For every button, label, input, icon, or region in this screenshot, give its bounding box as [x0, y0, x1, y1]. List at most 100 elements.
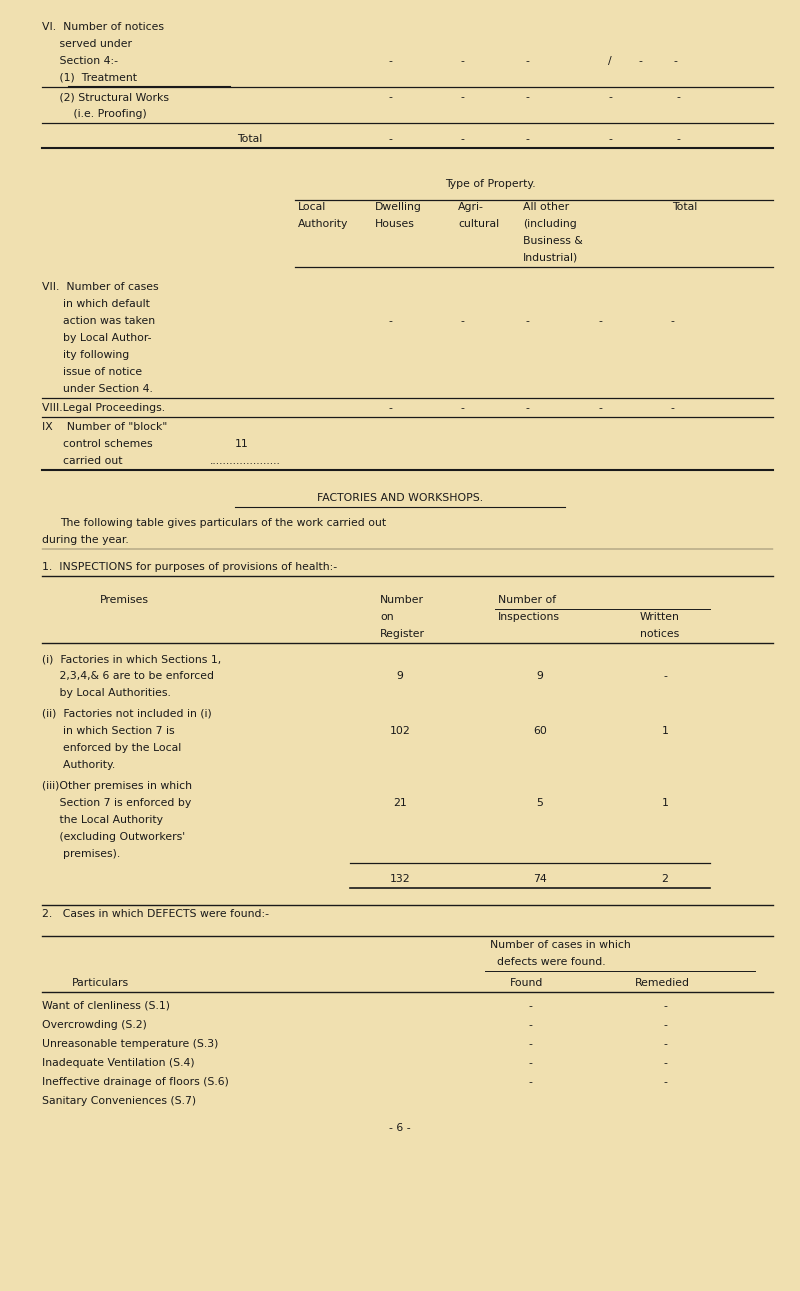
Text: -: -: [525, 134, 529, 145]
Text: Section 7 is enforced by: Section 7 is enforced by: [42, 798, 191, 808]
Text: -: -: [663, 671, 667, 680]
Text: -: -: [460, 56, 464, 66]
Text: Type of Property.: Type of Property.: [445, 179, 535, 188]
Text: -: -: [676, 134, 680, 145]
Text: VII.  Number of cases: VII. Number of cases: [42, 281, 158, 292]
Text: 2: 2: [662, 874, 669, 884]
Text: The following table gives particulars of the work carried out: The following table gives particulars of…: [60, 518, 386, 528]
Text: 102: 102: [390, 726, 410, 736]
Text: Premises: Premises: [100, 595, 149, 605]
Text: in which default: in which default: [42, 300, 150, 309]
Text: 60: 60: [533, 726, 547, 736]
Text: issue of notice: issue of notice: [42, 367, 142, 377]
Text: VIII.Legal Proceedings.: VIII.Legal Proceedings.: [42, 403, 165, 413]
Text: -: -: [528, 1020, 532, 1030]
Text: Number of cases in which: Number of cases in which: [490, 940, 630, 950]
Text: Written: Written: [640, 612, 680, 622]
Text: -: -: [460, 92, 464, 102]
Text: /: /: [608, 56, 612, 66]
Text: Sanitary Conveniences (S.7): Sanitary Conveniences (S.7): [42, 1096, 196, 1106]
Text: Found: Found: [510, 979, 543, 988]
Text: cultural: cultural: [458, 219, 499, 229]
Text: Number: Number: [380, 595, 424, 605]
Text: -: -: [663, 1001, 667, 1011]
Text: Overcrowding (S.2): Overcrowding (S.2): [42, 1020, 147, 1030]
Text: 74: 74: [533, 874, 547, 884]
Text: VI.  Number of notices: VI. Number of notices: [42, 22, 164, 32]
Text: (i)  Factories in which Sections 1,: (i) Factories in which Sections 1,: [42, 655, 222, 664]
Text: on: on: [380, 612, 394, 622]
Text: (excluding Outworkers': (excluding Outworkers': [42, 831, 185, 842]
Text: -: -: [638, 56, 642, 66]
Text: the Local Authority: the Local Authority: [42, 815, 163, 825]
Text: -: -: [525, 56, 529, 66]
Text: - 6 -: - 6 -: [389, 1123, 411, 1133]
Text: FACTORIES AND WORKSHOPS.: FACTORIES AND WORKSHOPS.: [317, 493, 483, 503]
Text: -: -: [460, 316, 464, 327]
Text: -: -: [598, 316, 602, 327]
Text: Unreasonable temperature (S.3): Unreasonable temperature (S.3): [42, 1039, 218, 1050]
Text: -: -: [525, 92, 529, 102]
Text: notices: notices: [640, 629, 679, 639]
Text: (iii)Other premises in which: (iii)Other premises in which: [42, 781, 192, 791]
Text: -: -: [673, 56, 677, 66]
Text: (2) Structural Works: (2) Structural Works: [42, 92, 169, 102]
Text: -: -: [663, 1059, 667, 1068]
Text: defects were found.: defects were found.: [490, 957, 606, 967]
Text: Business &: Business &: [523, 236, 582, 247]
Text: -: -: [670, 403, 674, 413]
Text: Remedied: Remedied: [635, 979, 690, 988]
Text: during the year.: during the year.: [42, 534, 129, 545]
Text: Inadequate Ventilation (S.4): Inadequate Ventilation (S.4): [42, 1059, 194, 1068]
Text: Dwelling: Dwelling: [375, 201, 422, 212]
Text: (1)  Treatment: (1) Treatment: [42, 74, 137, 83]
Text: Particulars: Particulars: [72, 979, 129, 988]
Text: -: -: [388, 316, 392, 327]
Text: -: -: [388, 403, 392, 413]
Text: under Section 4.: under Section 4.: [42, 383, 153, 394]
Text: -: -: [528, 1059, 532, 1068]
Text: -: -: [676, 92, 680, 102]
Text: Authority.: Authority.: [42, 760, 115, 769]
Text: -: -: [525, 316, 529, 327]
Text: Number of: Number of: [498, 595, 556, 605]
Text: by Local Author-: by Local Author-: [42, 333, 151, 343]
Text: IX    Number of "block": IX Number of "block": [42, 422, 167, 432]
Text: -: -: [388, 92, 392, 102]
Text: -: -: [528, 1077, 532, 1087]
Text: -: -: [663, 1020, 667, 1030]
Text: Agri-: Agri-: [458, 201, 484, 212]
Text: -: -: [460, 403, 464, 413]
Text: -: -: [528, 1039, 532, 1050]
Text: Inspections: Inspections: [498, 612, 560, 622]
Text: (i.e. Proofing): (i.e. Proofing): [42, 108, 146, 119]
Text: 1.  INSPECTIONS for purposes of provisions of health:-: 1. INSPECTIONS for purposes of provision…: [42, 562, 337, 572]
Text: 1: 1: [662, 726, 669, 736]
Text: Ineffective drainage of floors (S.6): Ineffective drainage of floors (S.6): [42, 1077, 229, 1087]
Text: -: -: [460, 134, 464, 145]
Text: served under: served under: [42, 39, 132, 49]
Text: 21: 21: [393, 798, 407, 808]
Text: ity following: ity following: [42, 350, 130, 360]
Text: All other: All other: [523, 201, 569, 212]
Text: Section 4:-: Section 4:-: [42, 56, 118, 66]
Text: Industrial): Industrial): [523, 253, 578, 263]
Text: Houses: Houses: [375, 219, 415, 229]
Text: -: -: [598, 403, 602, 413]
Text: Want of clenliness (S.1): Want of clenliness (S.1): [42, 1001, 170, 1011]
Text: -: -: [663, 1077, 667, 1087]
Text: -: -: [608, 134, 612, 145]
Text: 11: 11: [235, 439, 249, 449]
Text: (ii)  Factories not included in (i): (ii) Factories not included in (i): [42, 709, 212, 719]
Text: Authority: Authority: [298, 219, 348, 229]
Text: 5: 5: [537, 798, 543, 808]
Text: by Local Authorities.: by Local Authorities.: [42, 688, 171, 698]
Text: in which Section 7 is: in which Section 7 is: [42, 726, 174, 736]
Text: Total: Total: [238, 134, 262, 145]
Text: enforced by the Local: enforced by the Local: [42, 744, 182, 753]
Text: .....................: .....................: [210, 456, 281, 466]
Text: -: -: [525, 403, 529, 413]
Text: Local: Local: [298, 201, 326, 212]
Text: -: -: [663, 1039, 667, 1050]
Text: 132: 132: [390, 874, 410, 884]
